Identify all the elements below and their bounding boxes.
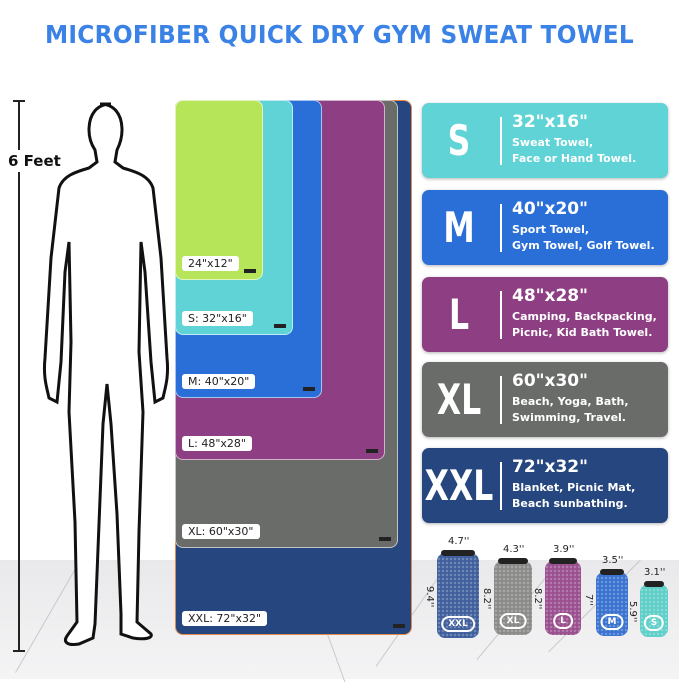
towel-label: L: 48"x28" [182,436,252,451]
size-card-xl: XL 60"x30" Beach, Yoga, Bath, Swimming, Tra… [422,362,668,437]
size-badge: S [643,615,665,631]
size-badge: M [600,614,624,630]
person-silhouette-icon [43,102,169,646]
page-title: MICROFIBER QUICK DRY GYM SWEAT TOWEL [44,20,635,49]
size-card-s: S 32"x16" Sweat Towel, Face or Hand Towel. [422,103,668,178]
rolled-towel-l: L [545,558,581,635]
roll-width-label: 4.3'' [503,544,525,555]
rolled-towel-xl: XL [494,558,532,635]
towel-label: M: 40"x20" [182,374,256,389]
roll-height-label: 8.2'' [481,588,492,610]
rolled-towel-xxl: XXL [437,550,479,638]
size-badge: L [553,613,573,629]
roll-height-label: 5.9'' [627,600,638,622]
towel-xs: 24"x12" [175,100,263,280]
size-badge: XL [499,613,527,629]
roll-width-label: 3.9'' [553,544,575,555]
height-ruler [13,100,25,652]
roll-height-label: 9.4'' [424,585,435,607]
towel-label: XL: 60"x30" [182,524,260,539]
towel-label: XXL: 72"x32" [182,611,268,626]
size-badge: XXL [441,616,475,632]
height-label: 6 Feet [8,150,61,172]
roll-height-label: 7'' [583,594,594,606]
size-card-xxl: XXL 72"x32" Blanket, Picnic Mat, Beach sunb… [422,448,668,523]
size-card-l: L 48"x28" Camping, Backpacking, Picnic, Kid… [422,277,668,352]
roll-width-label: 3.5'' [602,555,624,566]
rolled-towel-m: M [596,569,628,636]
roll-width-label: 3.1'' [644,567,666,578]
towel-label: S: 32"x16" [182,311,253,326]
roll-height-label: 8.2'' [532,588,543,610]
size-card-m: M 40"x20" Sport Towel, Gym Towel, Golf Towe… [422,190,668,265]
rolled-towel-s: S [640,581,668,637]
roll-width-label: 4.7'' [448,536,470,547]
towel-label: 24"x12" [182,256,239,271]
